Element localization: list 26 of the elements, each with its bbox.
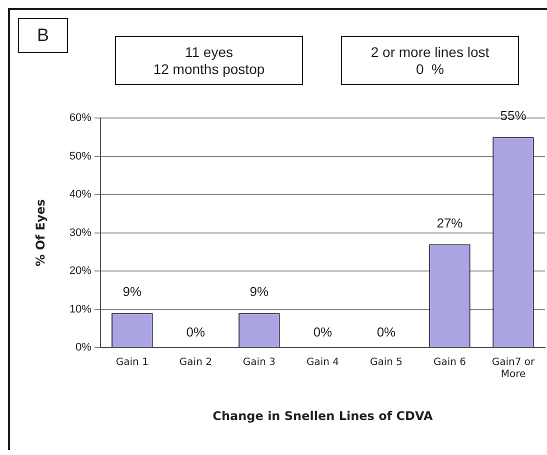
y-tick-label: 10% (69, 303, 92, 316)
x-tick-label: Gain 5 (370, 357, 402, 368)
x-tick-label: Gain 1 (116, 357, 148, 368)
y-tick-label: 30% (69, 226, 92, 239)
data-label: 9% (250, 284, 270, 300)
data-label: 9% (122, 284, 142, 300)
y-tick-label: 0% (76, 342, 92, 354)
x-tick-label: Gain7 or More (492, 357, 536, 380)
data-label: 0% (186, 324, 206, 340)
text: B (18, 18, 68, 53)
x-tick-label: Gain 3 (242, 357, 276, 368)
data-label: 0% (376, 324, 396, 340)
data-label: 0% (313, 324, 333, 340)
y-tick-label: 40% (69, 188, 92, 201)
y-tick-label: 50% (69, 150, 92, 162)
y-tick-label: 20% (69, 265, 92, 278)
x-tick-label: Gain 2 (179, 357, 212, 368)
x-axis-title: Change in Snellen Lines of CDVA (212, 408, 434, 423)
x-tick-label: Gain 4 (306, 357, 339, 368)
x-tick-label: Gain 6 (433, 357, 466, 368)
text: 2 or more lines lost 0 % (341, 36, 519, 85)
data-label: 27% (436, 215, 464, 230)
y-axis-title: % Of Eyes (33, 199, 48, 266)
y-tick-label: 60% (69, 112, 92, 124)
text: 11 eyes 12 months postop (115, 36, 303, 85)
data-label: 55% (500, 108, 527, 124)
